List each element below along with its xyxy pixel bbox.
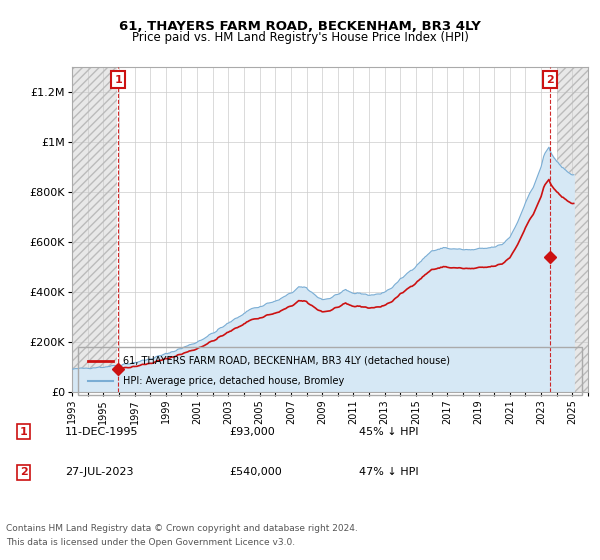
Text: 2: 2: [20, 468, 28, 478]
Text: 27-JUL-2023: 27-JUL-2023: [65, 468, 133, 478]
Text: £540,000: £540,000: [229, 468, 282, 478]
Text: 1: 1: [114, 74, 122, 85]
Text: £93,000: £93,000: [229, 427, 275, 437]
Text: 11-DEC-1995: 11-DEC-1995: [65, 427, 139, 437]
Text: 1: 1: [20, 427, 28, 437]
Bar: [557, 67, 588, 392]
Text: 61, THAYERS FARM ROAD, BECKENHAM, BR3 4LY: 61, THAYERS FARM ROAD, BECKENHAM, BR3 4L…: [119, 20, 481, 32]
Bar: [72, 67, 118, 392]
Text: 2: 2: [546, 74, 554, 85]
Text: 61, THAYERS FARM ROAD, BECKENHAM, BR3 4LY (detached house): 61, THAYERS FARM ROAD, BECKENHAM, BR3 4L…: [124, 356, 451, 366]
Text: Contains HM Land Registry data © Crown copyright and database right 2024.: Contains HM Land Registry data © Crown c…: [6, 524, 358, 533]
Bar: [557, 67, 588, 392]
Text: 45% ↓ HPI: 45% ↓ HPI: [359, 427, 418, 437]
Bar: [72, 67, 118, 392]
Text: HPI: Average price, detached house, Bromley: HPI: Average price, detached house, Brom…: [124, 376, 344, 386]
Text: 47% ↓ HPI: 47% ↓ HPI: [359, 468, 418, 478]
Text: This data is licensed under the Open Government Licence v3.0.: This data is licensed under the Open Gov…: [6, 538, 295, 547]
Bar: [118, 67, 557, 392]
Text: Price paid vs. HM Land Registry's House Price Index (HPI): Price paid vs. HM Land Registry's House …: [131, 31, 469, 44]
